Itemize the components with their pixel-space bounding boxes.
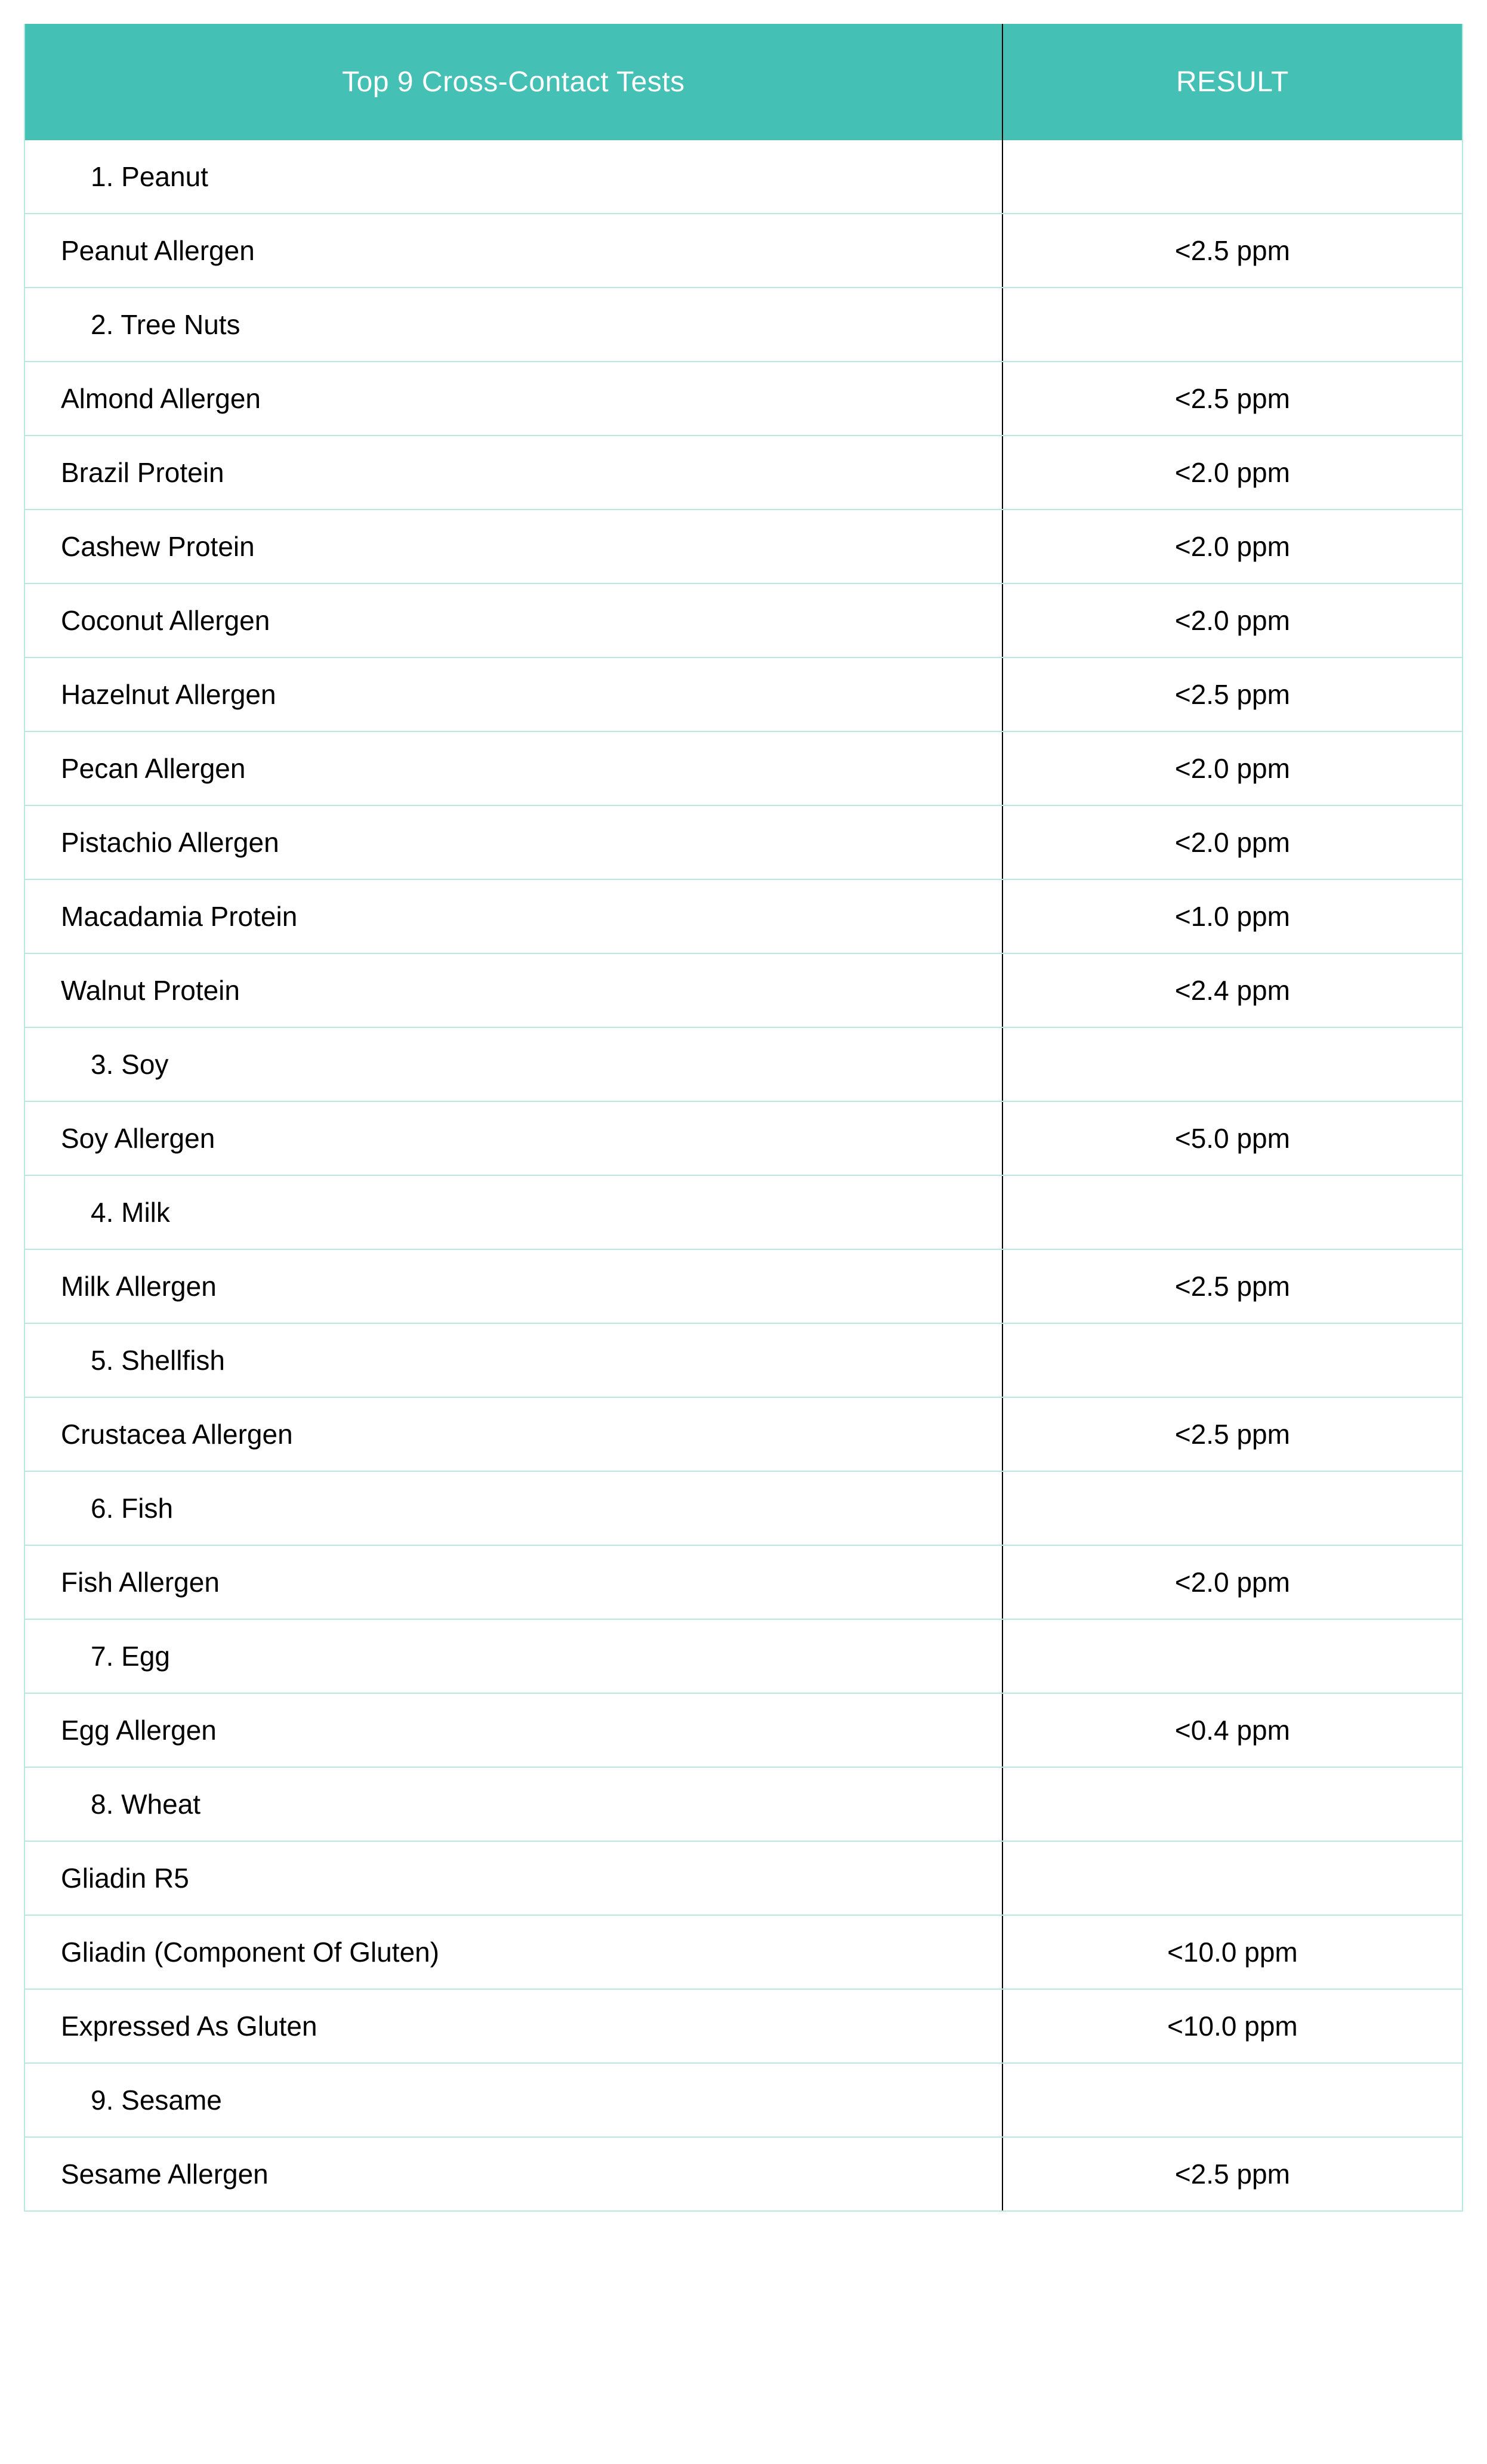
table-row: Sesame Allergen<2.5 ppm [24,2137,1463,2211]
table-row: Cashew Protein<2.0 ppm [24,510,1463,583]
category-label: 9. Sesame [24,2063,1002,2137]
test-name: Macadamia Protein [24,879,1002,953]
col-header-result: RESULT [1002,24,1463,140]
result-value: <2.4 ppm [1002,953,1463,1027]
category-label: 6. Fish [24,1471,1002,1545]
table-row: Brazil Protein<2.0 ppm [24,436,1463,510]
test-name: Egg Allergen [24,1693,1002,1767]
test-name: Almond Allergen [24,362,1002,436]
table-row: Peanut Allergen<2.5 ppm [24,214,1463,288]
test-name: Brazil Protein [24,436,1002,510]
test-name: Soy Allergen [24,1101,1002,1175]
result-value [1002,1323,1463,1397]
table-row: Walnut Protein<2.4 ppm [24,953,1463,1027]
test-name: Peanut Allergen [24,214,1002,288]
table-row: 5. Shellfish [24,1323,1463,1397]
table-row: Expressed As Gluten<10.0 ppm [24,1989,1463,2063]
table-row: Gliadin R5 [24,1841,1463,1915]
result-value: <1.0 ppm [1002,879,1463,953]
result-value: <10.0 ppm [1002,1915,1463,1989]
category-label: 7. Egg [24,1619,1002,1693]
table-header-row: Top 9 Cross-Contact Tests RESULT [24,24,1463,140]
test-name: Coconut Allergen [24,583,1002,657]
result-value: <2.5 ppm [1002,362,1463,436]
table-body: 1. PeanutPeanut Allergen<2.5 ppm2. Tree … [24,140,1463,2211]
test-name: Crustacea Allergen [24,1397,1002,1471]
result-value: <2.0 ppm [1002,583,1463,657]
result-value: <5.0 ppm [1002,1101,1463,1175]
table-row: 8. Wheat [24,1767,1463,1841]
result-value: <2.5 ppm [1002,1249,1463,1323]
table-row: Pistachio Allergen<2.0 ppm [24,805,1463,879]
table-row: Fish Allergen<2.0 ppm [24,1545,1463,1619]
result-value: <2.0 ppm [1002,731,1463,805]
table-row: Egg Allergen<0.4 ppm [24,1693,1463,1767]
table-row: Gliadin (Component Of Gluten)<10.0 ppm [24,1915,1463,1989]
table-row: Pecan Allergen<2.0 ppm [24,731,1463,805]
category-label: 3. Soy [24,1027,1002,1101]
test-name: Expressed As Gluten [24,1989,1002,2063]
test-name: Sesame Allergen [24,2137,1002,2211]
table-row: Almond Allergen<2.5 ppm [24,362,1463,436]
test-name: Walnut Protein [24,953,1002,1027]
result-value: <10.0 ppm [1002,1989,1463,2063]
table-row: 6. Fish [24,1471,1463,1545]
result-value [1002,140,1463,214]
table-row: Coconut Allergen<2.0 ppm [24,583,1463,657]
table-row: 3. Soy [24,1027,1463,1101]
result-value [1002,1619,1463,1693]
result-value: <2.5 ppm [1002,214,1463,288]
result-value: <2.5 ppm [1002,657,1463,731]
result-value: <2.5 ppm [1002,1397,1463,1471]
col-header-tests: Top 9 Cross-Contact Tests [24,24,1002,140]
category-label: 4. Milk [24,1175,1002,1249]
result-value: <0.4 ppm [1002,1693,1463,1767]
result-value [1002,1027,1463,1101]
result-value: <2.0 ppm [1002,510,1463,583]
result-value [1002,1767,1463,1841]
table-row: 1. Peanut [24,140,1463,214]
table-row: 2. Tree Nuts [24,288,1463,362]
table-row: Milk Allergen<2.5 ppm [24,1249,1463,1323]
test-name: Gliadin (Component Of Gluten) [24,1915,1002,1989]
category-label: 5. Shellfish [24,1323,1002,1397]
result-value: <2.0 ppm [1002,805,1463,879]
result-value [1002,288,1463,362]
test-name: Pecan Allergen [24,731,1002,805]
table-row: Hazelnut Allergen<2.5 ppm [24,657,1463,731]
category-label: 1. Peanut [24,140,1002,214]
result-value [1002,1175,1463,1249]
result-value: <2.5 ppm [1002,2137,1463,2211]
table-row: Soy Allergen<5.0 ppm [24,1101,1463,1175]
result-value: <2.0 ppm [1002,1545,1463,1619]
test-name: Pistachio Allergen [24,805,1002,879]
category-label: 2. Tree Nuts [24,288,1002,362]
category-label: 8. Wheat [24,1767,1002,1841]
allergen-results-table: Top 9 Cross-Contact Tests RESULT 1. Pean… [24,24,1463,2212]
test-name: Gliadin R5 [24,1841,1002,1915]
table-row: 7. Egg [24,1619,1463,1693]
table-row: 4. Milk [24,1175,1463,1249]
result-value [1002,1841,1463,1915]
result-value: <2.0 ppm [1002,436,1463,510]
test-name: Cashew Protein [24,510,1002,583]
result-value [1002,1471,1463,1545]
test-name: Milk Allergen [24,1249,1002,1323]
test-name: Hazelnut Allergen [24,657,1002,731]
result-value [1002,2063,1463,2137]
test-name: Fish Allergen [24,1545,1002,1619]
table-row: Crustacea Allergen<2.5 ppm [24,1397,1463,1471]
table-row: Macadamia Protein<1.0 ppm [24,879,1463,953]
table-row: 9. Sesame [24,2063,1463,2137]
